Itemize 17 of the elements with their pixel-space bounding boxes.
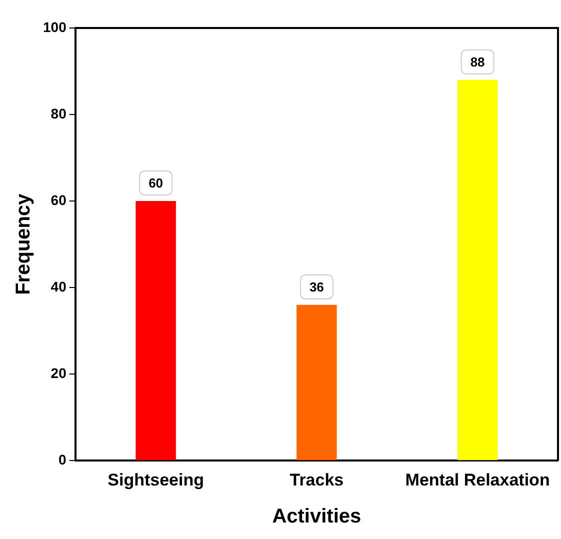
y-tick-label: 100 [43,18,67,35]
y-axis-title: Frequency [12,192,35,295]
y-tick-label: 60 [50,192,67,208]
y-tick-label: 0 [58,451,67,468]
bar [296,304,337,460]
bar [136,201,176,460]
data-label: 60 [148,176,164,191]
bar [457,80,498,460]
y-tick-label: 20 [50,364,67,381]
data-label: 36 [309,279,324,294]
x-tick-label: Mental Relaxation [405,470,550,490]
x-axis-title: Activities [272,506,362,528]
x-tick-label: Tracks [290,470,344,490]
data-label: 88 [470,54,485,70]
y-tick-label: 40 [50,278,67,294]
y-tick-label: 80 [50,105,67,122]
x-tick-label: Sightseeing [108,470,204,490]
